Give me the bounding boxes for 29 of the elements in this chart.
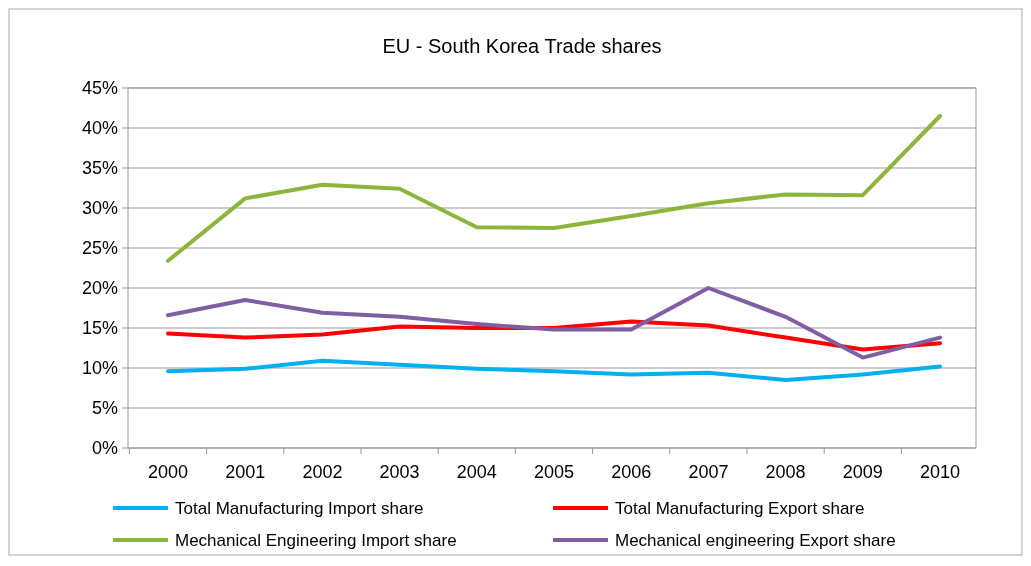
y-tick-label: 45% (81, 78, 118, 98)
x-tick-label: 2004 (456, 462, 497, 482)
line-series (166, 114, 942, 263)
y-tick-label: 10% (81, 358, 118, 378)
x-tick-label: 2006 (611, 462, 652, 482)
y-tick-label: 15% (81, 318, 118, 338)
x-tick-label: 2001 (225, 462, 266, 482)
y-tick-label: 25% (81, 238, 118, 258)
x-tick-label: 2005 (533, 462, 575, 482)
chart-title: EU - South Korea Trade shares (382, 35, 662, 57)
legend-label: Mechanical engineering Export share (615, 531, 896, 550)
line-series (166, 358, 942, 382)
x-tick-label: 2009 (842, 462, 883, 482)
legend-label: Total Manufacturing Import share (175, 499, 424, 518)
x-tick-label: 2010 (919, 462, 961, 482)
y-tick-label: 0% (91, 438, 118, 458)
x-tick-label: 2000 (147, 462, 189, 482)
y-tick-label: 30% (81, 198, 118, 218)
x-tick-label: 2008 (765, 462, 806, 482)
legend-label: Mechanical Engineering Import share (175, 531, 457, 550)
x-tick-label: 2003 (379, 462, 420, 482)
x-tick-label: 2002 (302, 462, 343, 482)
y-tick-label: 40% (81, 118, 118, 138)
y-tick-label: 5% (91, 398, 118, 418)
line-series (166, 286, 942, 360)
x-tick-label: 2007 (688, 462, 729, 482)
legend-label: Total Manufacturing Export share (615, 499, 865, 518)
y-tick-label: 20% (81, 278, 118, 298)
y-tick-label: 35% (81, 158, 118, 178)
